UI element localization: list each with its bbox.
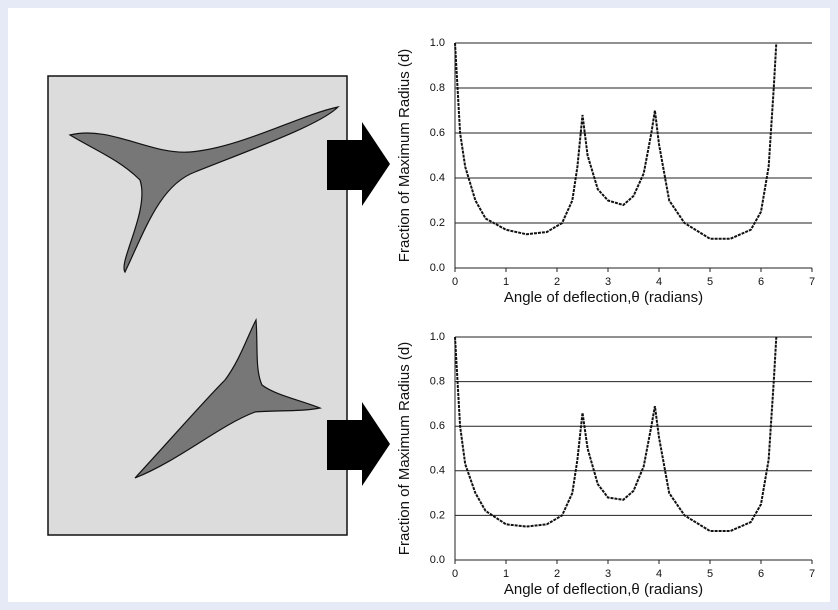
y-tick-label: 0.0 [430, 554, 445, 566]
arrow [327, 122, 390, 206]
x-tick-label: 5 [707, 568, 713, 580]
x-tick-label: 2 [554, 276, 560, 288]
cell-shape [68, 105, 340, 274]
y-axis-label: Fraction of Maximum Radius (d) [396, 49, 413, 262]
y-axis-label: Fraction of Maximum Radius (d) [396, 342, 413, 555]
x-tick-label: 1 [503, 276, 509, 288]
x-tick-label: 1 [503, 568, 509, 580]
x-tick-label: 3 [605, 276, 611, 288]
data-line [454, 336, 778, 533]
x-tick-label: 4 [656, 276, 662, 288]
y-tick-label: 1.0 [430, 37, 445, 49]
x-tick-label: 6 [758, 276, 764, 288]
x-tick-label: 5 [707, 276, 713, 288]
y-tick-label: 0.6 [430, 127, 445, 139]
y-tick-label: 0.2 [430, 217, 445, 229]
x-axis-label: Angle of deflection,θ (radians) [504, 581, 703, 598]
arrow [327, 402, 390, 486]
x-tick-label: 2 [554, 568, 560, 580]
x-tick-label: 4 [656, 568, 662, 580]
x-tick-label: 7 [809, 276, 815, 288]
x-tick-label: 6 [758, 568, 764, 580]
y-tick-label: 0.8 [430, 82, 445, 94]
x-tick-label: 0 [452, 276, 458, 288]
x-tick-label: 0 [452, 568, 458, 580]
data-line [454, 42, 778, 240]
y-tick-label: 0.8 [430, 376, 445, 388]
y-tick-label: 0.2 [430, 509, 445, 521]
x-axis-label: Angle of deflection,θ (radians) [504, 289, 703, 306]
y-tick-label: 0.4 [430, 172, 445, 184]
x-tick-label: 3 [605, 568, 611, 580]
cell-shape [134, 317, 323, 479]
y-tick-label: 0.4 [430, 465, 445, 477]
y-tick-label: 0.6 [430, 420, 445, 432]
y-tick-label: 1.0 [430, 331, 445, 343]
y-tick-label: 0.0 [430, 262, 445, 274]
x-tick-label: 7 [809, 568, 815, 580]
